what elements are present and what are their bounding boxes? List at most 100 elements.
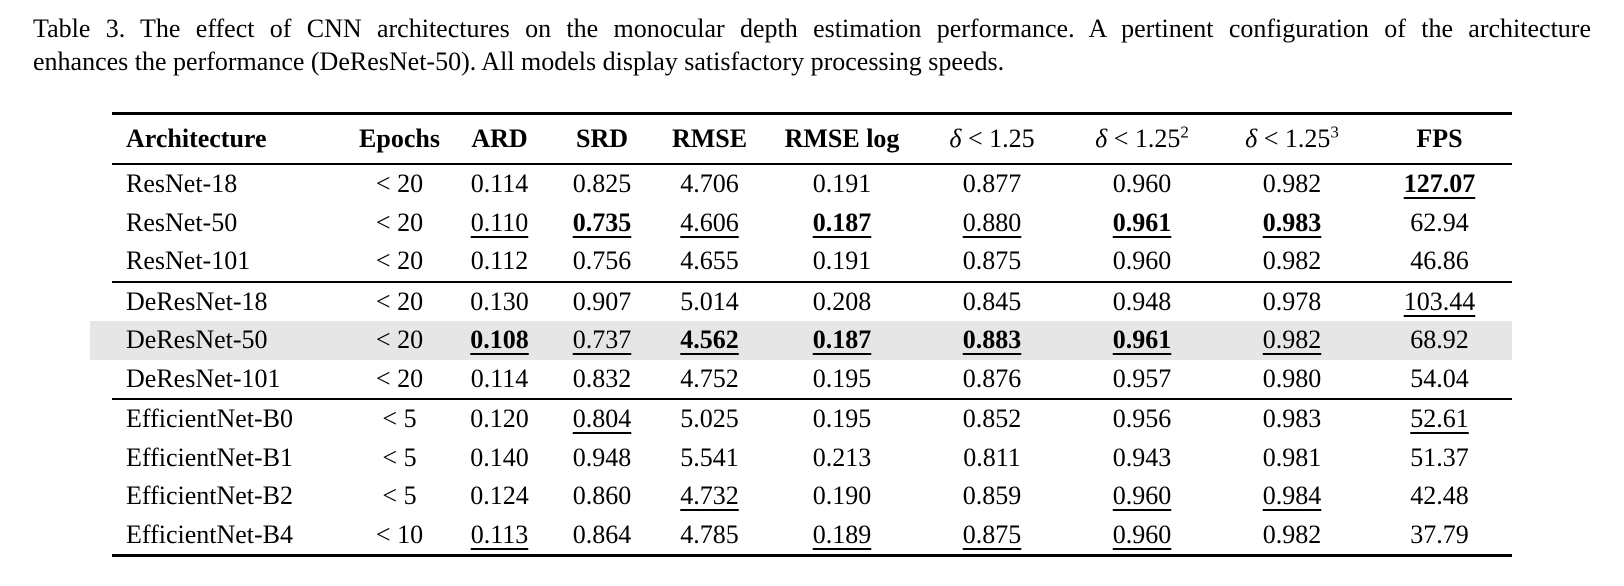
header-delta-1-25-cube: δ < 1.253 [1245, 122, 1339, 153]
table-cell: 0.943 [1067, 439, 1217, 478]
cell-value: 0.213 [812, 442, 872, 472]
caption-line-1: Table 3. The effect of CNN architectures… [33, 14, 1591, 43]
cell-value: 0.957 [1112, 363, 1172, 393]
cell-value: 0.130 [470, 286, 529, 316]
cell-value: 5.025 [680, 404, 739, 434]
cell-value: 0.982 [1262, 325, 1322, 355]
table-cell: 0.877 [917, 164, 1067, 204]
table-cell: < 20 [352, 282, 447, 322]
cell-value: EfficientNet-B2 [126, 481, 294, 511]
row-efficientnet-b0: EfficientNet-B0 < 5 0.120 0.804 5.025 0.195 0.… [112, 399, 1512, 439]
cell-value: < 20 [375, 325, 424, 355]
cell-value: 4.655 [680, 246, 739, 276]
cell-value: 0.983 [1262, 404, 1322, 434]
table-cell: < 5 [352, 439, 447, 478]
cell-value: 0.735 [572, 207, 632, 237]
cell-value: 52.61 [1410, 404, 1469, 434]
cell-value: 0.187 [812, 207, 872, 237]
cell-value: < 5 [382, 442, 417, 472]
cell-value: < 20 [375, 286, 424, 316]
table-cell: 0.191 [767, 242, 917, 282]
table-cell: 0.113 [447, 516, 552, 556]
table-cell: 0.213 [767, 439, 917, 478]
cell-value: 0.852 [962, 404, 1022, 434]
cell-value: 0.978 [1262, 286, 1322, 316]
table-cell: 0.982 [1217, 321, 1367, 360]
cell-value: 0.191 [812, 246, 872, 276]
table-cell: 0.860 [552, 477, 652, 516]
cell-value: 0.860 [572, 481, 632, 511]
table-cell: 103.44 [1367, 282, 1512, 322]
table-cell: 0.907 [552, 282, 652, 322]
cell-value: 62.94 [1410, 207, 1469, 237]
table-cell: < 20 [352, 204, 447, 243]
cell-value: 0.875 [962, 519, 1022, 549]
cell-value: DeResNet-101 [126, 363, 281, 393]
cell-value: < 20 [375, 207, 424, 237]
table-cell: 0.883 [917, 321, 1067, 360]
cell-value: 4.752 [680, 363, 739, 393]
cell-architecture: EfficientNet-B4 [112, 516, 352, 556]
table-cell: 0.960 [1067, 477, 1217, 516]
table-cell: 54.04 [1367, 360, 1512, 400]
table-cell: 0.110 [447, 204, 552, 243]
table-cell: 4.752 [652, 360, 767, 400]
cell-value: 0.943 [1112, 442, 1172, 472]
cell-value: EfficientNet-B0 [126, 404, 294, 434]
cell-value: 0.108 [470, 325, 529, 355]
paper-table-figure: Table 3. The effect of CNN architectures… [0, 12, 1624, 557]
table-cell: 0.112 [447, 242, 552, 282]
table-cell: 0.737 [552, 321, 652, 360]
table-cell: 0.832 [552, 360, 652, 400]
table-cell: 0.187 [767, 204, 917, 243]
cell-value: 0.961 [1112, 325, 1172, 355]
table-cell: 42.48 [1367, 477, 1512, 516]
cell-value: 0.883 [962, 325, 1022, 355]
cell-value: 0.984 [1262, 481, 1322, 511]
table-cell: 0.859 [917, 477, 1067, 516]
cell-value: EfficientNet-B4 [126, 519, 294, 549]
table-cell: 0.120 [447, 399, 552, 439]
cell-value: 0.195 [812, 363, 872, 393]
table-cell: 0.880 [917, 204, 1067, 243]
cell-value: 37.79 [1410, 519, 1469, 549]
cell-value: 0.112 [470, 246, 529, 276]
cell-value: 0.110 [470, 207, 529, 237]
cell-value: 0.811 [963, 442, 1021, 472]
cell-architecture: DeResNet-18 [112, 282, 352, 322]
table-cell: 4.732 [652, 477, 767, 516]
cell-architecture: ResNet-50 [112, 204, 352, 243]
table-cell: 46.86 [1367, 242, 1512, 282]
table-cell: 0.956 [1067, 399, 1217, 439]
cell-value: 4.606 [680, 207, 739, 237]
cell-architecture: EfficientNet-B2 [112, 477, 352, 516]
table-cell: 0.948 [1067, 282, 1217, 322]
cell-value: 0.960 [1112, 246, 1172, 276]
cell-value: 103.44 [1403, 286, 1476, 316]
cell-value: 0.877 [962, 169, 1022, 199]
cell-value: 0.832 [572, 363, 632, 393]
caption-line-2: enhances the performance (DeResNet-50). … [33, 47, 1005, 76]
cell-architecture: DeResNet-50 [112, 321, 352, 360]
table-cell: 0.195 [767, 360, 917, 400]
table-cell: 0.124 [447, 477, 552, 516]
header-delta-1-25: δ < 1.25 [949, 124, 1035, 153]
table-cell: 0.811 [917, 439, 1067, 478]
table-cell: 0.756 [552, 242, 652, 282]
table-cell: 0.189 [767, 516, 917, 556]
cell-value: < 10 [375, 519, 424, 549]
cell-value: 0.140 [470, 442, 529, 472]
table-cell: < 5 [352, 399, 447, 439]
table-cell: < 10 [352, 516, 447, 556]
table-cell: 0.190 [767, 477, 917, 516]
cell-value: 0.208 [812, 286, 872, 316]
table-cell: 37.79 [1367, 516, 1512, 556]
table-cell: 0.876 [917, 360, 1067, 400]
row-resnet-50: ResNet-50 < 20 0.110 0.735 4.606 0.187 0.880 0.… [112, 204, 1512, 243]
table-cell: 0.852 [917, 399, 1067, 439]
table-cell: 0.845 [917, 282, 1067, 322]
cell-value: 0.961 [1112, 207, 1172, 237]
table-cell: 0.981 [1217, 439, 1367, 478]
row-resnet-101: ResNet-101 < 20 0.112 0.756 4.655 0.191 0.875 0… [112, 242, 1512, 282]
cell-value: 127.07 [1403, 169, 1476, 199]
